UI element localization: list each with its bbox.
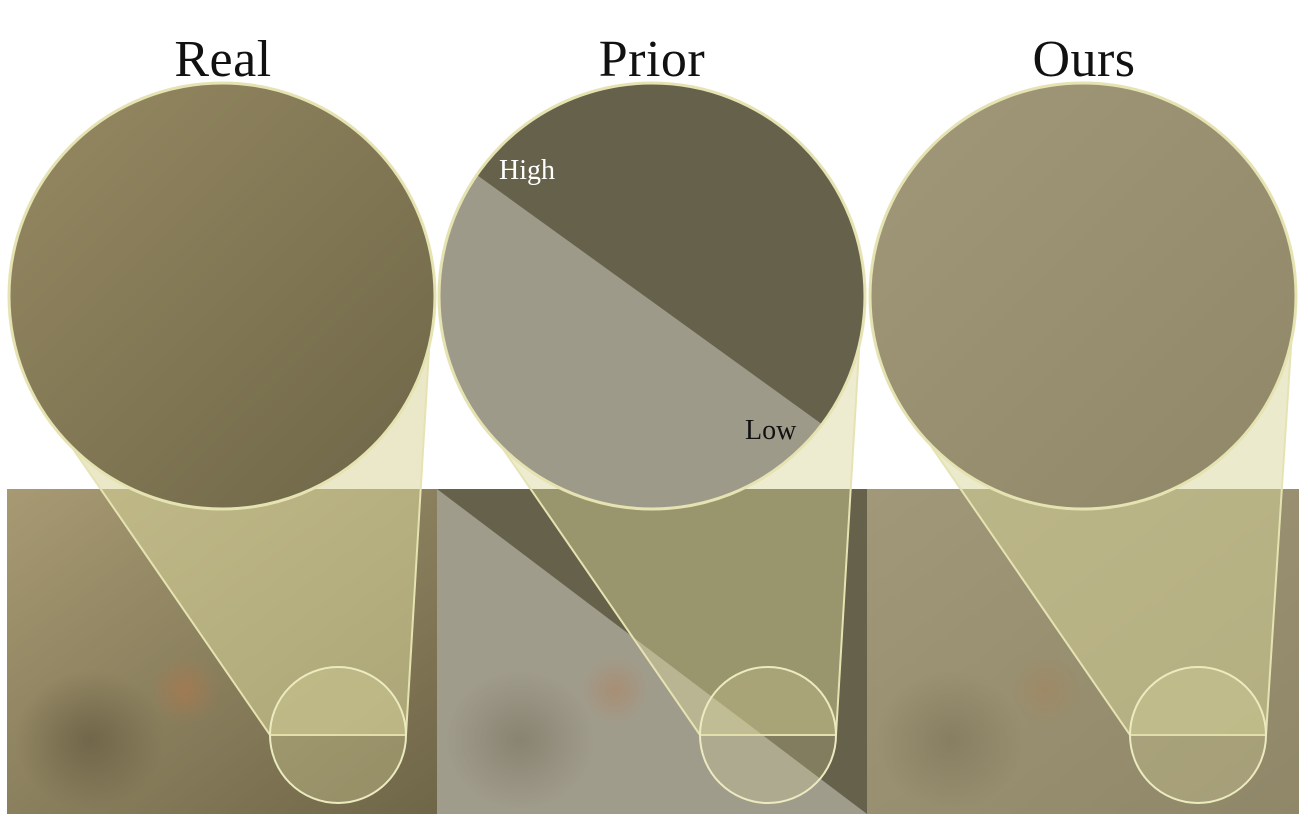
prior-high-label: High <box>499 157 555 185</box>
prior-image-orange-spot <box>580 655 650 725</box>
prior-image-stain <box>445 670 595 810</box>
real-panel <box>7 83 437 814</box>
prior-small-magnifier <box>700 667 836 803</box>
ours-image-orange-spot <box>1010 655 1080 725</box>
prior-low-label: Low <box>745 417 796 445</box>
title-ours: Ours <box>934 34 1234 86</box>
ours-image-stain <box>875 670 1025 810</box>
real-small-magnifier <box>270 667 406 803</box>
title-prior: Prior <box>502 34 802 86</box>
real-image-orange-spot <box>150 655 220 725</box>
ours-panel <box>867 83 1299 814</box>
real-image-stain <box>15 670 165 810</box>
ours-small-magnifier <box>1130 667 1266 803</box>
prior-panel <box>430 80 880 814</box>
ours-zoom-circle <box>870 83 1296 509</box>
real-zoom-circle <box>9 83 435 509</box>
title-real: Real <box>73 34 373 86</box>
